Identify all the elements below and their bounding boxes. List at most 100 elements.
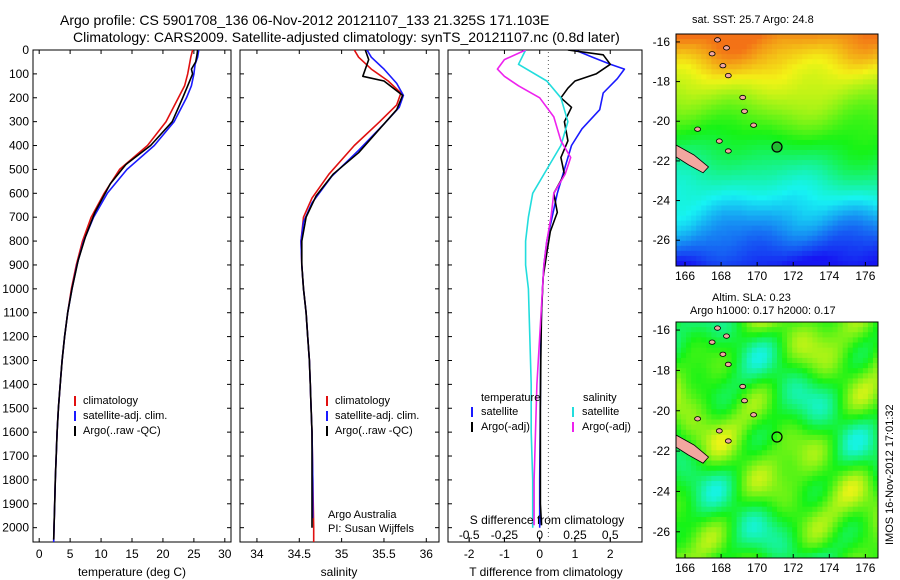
difference-panel: -2 -1 0 1 2 -0.5 -0.25 0 0.25 0.5 S difference f… <box>447 49 643 579</box>
s-diff-tick-label: 0 <box>536 528 543 542</box>
island <box>708 51 716 57</box>
temperature-axis-ticks: 0 5 10 15 20 25 30 <box>36 50 232 561</box>
lon-tick-label: 168 <box>711 561 731 575</box>
series-line-satellite <box>517 50 569 528</box>
x-tick-label: 20 <box>156 547 170 561</box>
x-tick-label: 0 <box>36 547 43 561</box>
lon-tick-label: 174 <box>819 561 839 575</box>
x-tick-label: 15 <box>125 547 139 561</box>
island <box>739 94 747 101</box>
salinity-axis-ticks: 34 34.5 35 35.5 36 <box>250 50 433 561</box>
depth-tick-label: 900 <box>9 258 29 272</box>
temperature-legend: climatology satellite-adj. clim. Argo(..ra… <box>74 395 167 437</box>
island <box>719 63 727 69</box>
lon-tick-label: 176 <box>855 561 875 575</box>
x-tick-label: 1 <box>572 547 579 561</box>
x-tick-label: 36 <box>420 547 434 561</box>
island <box>724 361 732 367</box>
sst-map-frame <box>675 33 879 267</box>
s-difference-ticks: -0.5 -0.25 0 0.25 0.5 <box>459 528 619 542</box>
depth-tick-label: 1800 <box>2 473 29 487</box>
sla-map-title-line2: Argo h1000: 0.17 h2000: 0.17 <box>690 305 836 317</box>
legend-entry: satellite <box>481 406 518 418</box>
series-line-argo-adj- <box>496 50 572 526</box>
lon-tick-label: 166 <box>675 561 695 575</box>
difference-panel-frame <box>447 49 643 543</box>
depth-tick-label: 1300 <box>2 353 29 367</box>
x-tick-label: 10 <box>94 547 108 561</box>
legend-title-temperature: temperature <box>481 392 540 404</box>
sst-map: 166 168 170 172 174 176 -16 -18 -20 -22 -24 -26 <box>653 28 879 283</box>
depth-tick-label: 1200 <box>2 330 29 344</box>
island <box>715 138 723 144</box>
series-line-argo-adj- <box>539 50 612 526</box>
depth-tick-label: 2000 <box>2 521 29 535</box>
salinity-panel: 34 34.5 35 35.5 36 salinity climatology satel… <box>239 49 440 579</box>
s-diff-tick-label: 0.5 <box>602 528 619 542</box>
island <box>724 438 732 444</box>
depth-tick-label: 1000 <box>2 282 29 296</box>
depth-tick-label: 1400 <box>2 377 29 391</box>
island <box>694 416 701 422</box>
sst-map-title: sat. SST: 25.7 Argo: 24.8 <box>692 14 814 26</box>
lat-tick-label: -22 <box>653 154 671 168</box>
annotation-line2: PI: Susan Wijffels <box>328 523 414 535</box>
island <box>704 28 710 32</box>
lat-tick-label: -26 <box>653 525 671 539</box>
island <box>750 412 757 418</box>
island <box>741 108 748 114</box>
x-tick-label: 2 <box>607 547 614 561</box>
island <box>714 325 721 331</box>
legend-entry: climatology <box>83 395 139 407</box>
legend-entry: climatology <box>335 395 391 407</box>
depth-tick-label: 1100 <box>3 306 29 320</box>
depth-tick-label: 600 <box>9 186 29 200</box>
island <box>719 351 727 357</box>
series-line-argo-raw-qc- <box>52 50 199 540</box>
salinity-panel-frame <box>239 49 440 543</box>
lat-tick-label: -18 <box>653 75 671 89</box>
s-diff-tick-label: 0.25 <box>563 528 587 542</box>
island <box>724 73 732 79</box>
sla-map: 166 168 170 172 174 176 -16 -18 -20 -22 -24 -26 <box>653 321 879 575</box>
argo-position-marker <box>771 431 783 443</box>
lon-tick-label: 174 <box>819 269 839 283</box>
depth-tick-label: 800 <box>9 234 29 248</box>
lat-tick-label: -20 <box>653 404 671 418</box>
s-diff-tick-label: -0.5 <box>459 528 480 542</box>
lat-tick-label: -24 <box>653 484 671 498</box>
lon-tick-label: 170 <box>747 269 767 283</box>
argo-position-marker <box>771 141 783 153</box>
temperature-panel: 0100200300400500600700800900100011001200… <box>2 43 232 579</box>
s-difference-label: S difference from climatology <box>470 513 625 527</box>
series-line-satellite-adj-clim- <box>52 50 200 542</box>
x-tick-label: 34 <box>250 547 264 561</box>
island <box>723 333 730 339</box>
annotation-line1: Argo Australia <box>328 509 397 521</box>
depth-tick-label: 1600 <box>2 425 29 439</box>
series-line-climatology <box>300 50 402 542</box>
depth-tick-label: 700 <box>9 210 29 224</box>
salinity-axis-label: salinity <box>321 565 358 579</box>
depth-tick-label: 1500 <box>2 401 29 415</box>
difference-depth-ticks <box>448 49 642 529</box>
t-difference-label: T difference from climatology <box>469 565 623 579</box>
depth-tick-label: 100 <box>9 67 29 81</box>
depth-tick-label: 1700 <box>2 449 29 463</box>
legend-title-salinity: salinity <box>583 392 617 404</box>
figure-title-line2: Climatology: CARS2009. Satellite-adjuste… <box>73 29 620 45</box>
series-line-satellite <box>538 50 626 528</box>
t-difference-ticks: -2 -1 0 1 2 <box>464 50 614 561</box>
island <box>714 37 721 43</box>
lat-tick-label: -16 <box>653 323 671 337</box>
x-tick-label: 25 <box>187 547 201 561</box>
lat-tick-label: -24 <box>653 194 671 208</box>
lon-tick-label: 172 <box>783 269 803 283</box>
temperature-axis-label: temperature (deg C) <box>78 565 186 579</box>
lat-tick-label: -20 <box>653 114 671 128</box>
island <box>694 126 701 132</box>
sla-map-frame <box>675 321 879 559</box>
salinity-depth-ticks <box>240 49 439 529</box>
island <box>715 428 723 434</box>
